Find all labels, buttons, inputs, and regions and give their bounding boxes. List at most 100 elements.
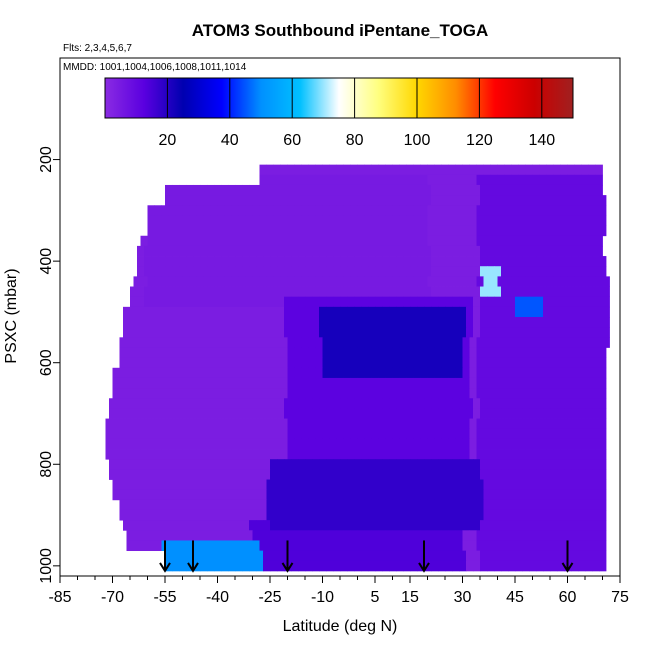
heatmap-cell: [581, 164, 589, 176]
heatmap-cell: [438, 306, 446, 318]
heatmap-cell: [410, 266, 418, 277]
heatmap-cell: [602, 438, 607, 450]
heatmap-cell: [308, 235, 316, 247]
heatmap-cell: [574, 428, 582, 440]
heatmap-cell: [273, 164, 281, 176]
heatmap-cell: [133, 540, 141, 552]
heatmap-cell: [595, 337, 603, 348]
heatmap-cell: [175, 205, 183, 216]
heatmap-cell: [235, 459, 243, 470]
heatmap-cell: [347, 560, 355, 572]
heatmap-cell: [340, 286, 348, 298]
heatmap-cell: [287, 388, 295, 399]
heatmap-cell: [172, 245, 180, 257]
heatmap-cell: [487, 520, 495, 531]
heatmap-cell: [203, 509, 211, 521]
heatmap-cell: [154, 489, 162, 501]
heatmap-cell: [256, 317, 264, 328]
heatmap-cell: [378, 235, 386, 247]
heatmap-cell: [168, 388, 176, 399]
heatmap-cell: [602, 205, 607, 216]
heatmap-cell: [371, 347, 379, 359]
heatmap-cell: [245, 367, 253, 379]
heatmap-cell: [441, 530, 449, 541]
heatmap-cell: [382, 398, 390, 409]
heatmap-cell: [462, 418, 470, 430]
heatmap-cell: [581, 449, 589, 460]
heatmap-cell: [462, 276, 470, 287]
heatmap-cell: [207, 245, 215, 257]
heatmap-cell: [445, 469, 453, 480]
heatmap-cell: [280, 276, 288, 287]
heatmap-cell: [480, 286, 488, 298]
heatmap-cell: [256, 398, 264, 409]
heatmap-cell: [256, 245, 264, 257]
heatmap-cell: [329, 388, 337, 399]
heatmap-cell: [546, 215, 554, 226]
heatmap-cell: [123, 459, 131, 470]
heatmap-cell: [210, 367, 218, 379]
heatmap-cell: [130, 296, 138, 308]
heatmap-cell: [434, 347, 442, 359]
heatmap-cell: [553, 337, 561, 348]
heatmap-cell: [165, 256, 173, 267]
heatmap-cell: [168, 357, 176, 369]
heatmap-cell: [571, 408, 579, 419]
heatmap-cell: [245, 377, 253, 389]
heatmap-cell: [154, 530, 162, 541]
heatmap-cell: [588, 428, 596, 440]
heatmap-cell: [172, 195, 180, 206]
heatmap-cell: [364, 357, 372, 369]
heatmap-cell: [315, 164, 323, 176]
heatmap-cell: [301, 489, 309, 501]
heatmap-cell: [595, 225, 603, 237]
heatmap-cell: [424, 459, 432, 470]
heatmap-cell: [515, 560, 523, 572]
heatmap-cell: [200, 560, 208, 572]
heatmap-cell: [154, 388, 162, 399]
heatmap-cell: [133, 489, 141, 501]
heatmap-cell: [459, 256, 467, 267]
heatmap-cell: [273, 479, 281, 491]
heatmap-cell: [473, 306, 481, 318]
heatmap-cell: [536, 286, 544, 298]
heatmap-cell: [378, 418, 386, 430]
heatmap-cell: [221, 459, 229, 470]
heatmap-cell: [357, 499, 365, 511]
heatmap-cell: [571, 459, 579, 470]
heatmap-cell: [228, 195, 236, 206]
heatmap-cell: [242, 306, 250, 318]
heatmap-cell: [476, 377, 484, 389]
heatmap-cell: [161, 449, 169, 460]
heatmap-cell: [497, 215, 505, 226]
heatmap-cell: [140, 418, 148, 430]
heatmap-cell: [494, 327, 502, 338]
heatmap-cell: [396, 469, 404, 480]
heatmap-cell: [158, 459, 166, 470]
heatmap-cell: [182, 357, 190, 369]
heatmap-cell: [343, 276, 351, 287]
heatmap-cell: [560, 428, 568, 440]
heatmap-cell: [305, 560, 313, 572]
heatmap-cell: [389, 245, 397, 257]
heatmap-cell: [287, 276, 295, 287]
heatmap-cell: [217, 337, 225, 348]
heatmap-cell: [165, 459, 173, 470]
heatmap-cell: [483, 509, 491, 521]
heatmap-cell: [109, 469, 117, 480]
heatmap-cell: [592, 560, 600, 572]
heatmap-cell: [287, 215, 295, 226]
y-tick-label: 800: [38, 451, 55, 478]
heatmap-cell: [469, 499, 477, 511]
heatmap-cell: [294, 235, 302, 247]
heatmap-cell: [392, 377, 400, 389]
heatmap-cell: [287, 377, 295, 389]
heatmap-cell: [343, 438, 351, 450]
heatmap-cell: [186, 317, 194, 328]
x-tick-label: -70: [101, 589, 124, 606]
heatmap-cell: [294, 377, 302, 389]
heatmap-cell: [354, 408, 362, 419]
x-tick-label: -40: [206, 589, 229, 606]
heatmap-cell: [165, 306, 173, 318]
